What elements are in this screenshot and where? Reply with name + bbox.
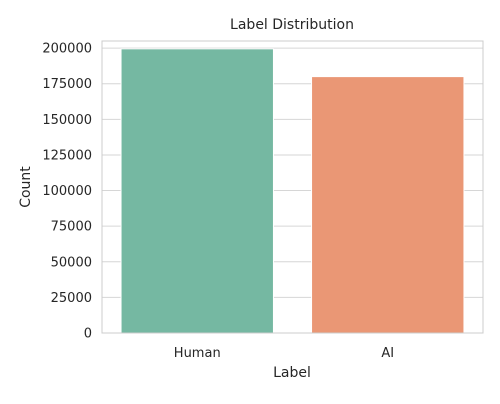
y-tick-label: 200000 xyxy=(42,42,92,57)
y-tick-label: 175000 xyxy=(42,77,92,92)
x-tick-label-ai: AI xyxy=(381,346,394,361)
x-tick-labels: Human AI xyxy=(174,346,394,361)
bars xyxy=(120,48,465,334)
bar-human xyxy=(120,48,274,334)
y-tick-label: 75000 xyxy=(51,220,92,235)
chart-title: Label Distribution xyxy=(230,17,354,33)
x-axis-title: Label xyxy=(273,365,311,381)
y-tick-label: 0 xyxy=(84,327,92,342)
y-tick-label: 50000 xyxy=(51,255,92,270)
y-axis-title: Count xyxy=(18,166,34,208)
y-tick-label: 150000 xyxy=(42,113,92,128)
x-tick-label-human: Human xyxy=(174,346,221,361)
y-tick-label: 25000 xyxy=(51,291,92,306)
plot-frame xyxy=(101,40,484,334)
bar-ai xyxy=(311,76,465,334)
y-tick-labels: 0 25000 50000 75000 100000 125000 150000 175000… xyxy=(42,42,92,342)
y-tick-label: 100000 xyxy=(42,184,92,199)
y-tick-label: 125000 xyxy=(42,148,92,163)
